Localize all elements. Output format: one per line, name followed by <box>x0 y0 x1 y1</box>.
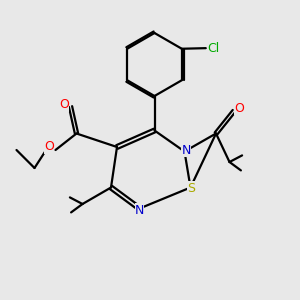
Text: O: O <box>59 98 69 112</box>
Text: N: N <box>181 143 191 157</box>
Text: Cl: Cl <box>207 42 219 55</box>
Text: O: O <box>235 101 244 115</box>
Text: S: S <box>187 182 195 195</box>
Text: N: N <box>135 203 144 217</box>
Text: O: O <box>44 140 54 154</box>
